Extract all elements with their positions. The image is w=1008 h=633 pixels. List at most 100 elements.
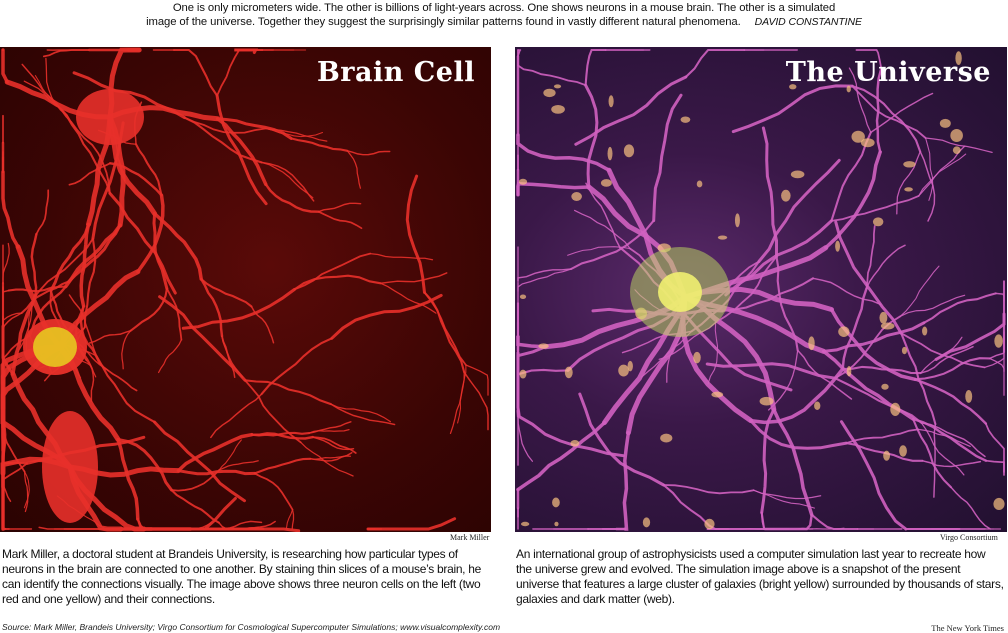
branch <box>918 145 966 197</box>
branch <box>79 222 91 308</box>
galaxy <box>955 51 962 65</box>
galaxy <box>570 440 580 447</box>
branch <box>757 158 841 263</box>
branch <box>23 471 30 509</box>
branch <box>293 274 382 291</box>
branch <box>760 408 776 515</box>
galaxy <box>734 213 740 228</box>
branch <box>517 64 587 87</box>
branch <box>760 511 790 530</box>
galaxy <box>600 179 612 187</box>
branch <box>183 116 263 164</box>
branch <box>830 195 920 222</box>
branch <box>950 486 992 530</box>
branch <box>870 92 934 134</box>
branch <box>153 420 246 503</box>
branch <box>200 277 253 308</box>
branch <box>731 84 854 134</box>
branch <box>865 244 906 290</box>
branch <box>924 137 993 154</box>
branch <box>851 85 922 153</box>
branch <box>829 307 917 382</box>
branch <box>995 292 1005 315</box>
branch <box>65 114 111 195</box>
galaxy <box>660 433 673 443</box>
branch <box>199 277 224 338</box>
galaxy <box>994 334 1003 348</box>
branch <box>181 287 296 330</box>
cosmic-web-illustration <box>516 48 1006 531</box>
branch <box>851 85 927 139</box>
branch <box>253 472 294 511</box>
branch <box>369 252 434 261</box>
branch <box>253 457 312 475</box>
branch <box>925 137 934 201</box>
branch <box>463 371 489 431</box>
branch <box>834 377 923 424</box>
branch <box>23 470 29 513</box>
universe-image: The Universe <box>515 47 1007 532</box>
branch <box>2 242 10 284</box>
galaxy <box>711 391 724 398</box>
galaxy <box>872 217 884 227</box>
galaxy <box>890 402 901 416</box>
branch <box>810 513 859 531</box>
universe-title: The Universe <box>785 57 991 88</box>
galaxy <box>627 360 633 372</box>
branch <box>158 295 247 382</box>
branch <box>380 282 437 314</box>
branch <box>812 277 882 306</box>
branch <box>215 116 268 187</box>
branch <box>121 330 132 370</box>
branch <box>405 174 426 294</box>
branch <box>317 202 362 213</box>
branch <box>423 291 466 374</box>
yellow-neuron-cell <box>33 327 77 367</box>
galaxy <box>519 369 527 379</box>
galaxy <box>881 383 889 390</box>
branch <box>834 220 903 335</box>
branch <box>449 371 465 435</box>
branch <box>983 331 1005 369</box>
brain-cell-image: Brain Cell <box>0 47 491 532</box>
galaxy <box>642 517 651 528</box>
branch <box>584 48 607 87</box>
galaxy <box>696 180 703 188</box>
branch <box>366 517 457 531</box>
branch <box>116 438 173 492</box>
branch <box>312 436 355 451</box>
branch <box>243 379 332 406</box>
branch <box>920 422 986 458</box>
galaxy <box>814 401 821 410</box>
neuron-cell-body <box>42 411 98 523</box>
branch <box>984 422 1005 476</box>
branch <box>309 455 352 460</box>
branch <box>573 209 631 250</box>
branch <box>570 219 655 271</box>
branch <box>260 337 333 395</box>
branch <box>330 293 443 340</box>
branch <box>317 210 363 230</box>
galaxy <box>939 118 951 128</box>
galaxy <box>704 518 715 530</box>
branch <box>20 280 70 315</box>
branch <box>83 237 97 329</box>
branch <box>775 255 799 352</box>
branch <box>264 183 320 213</box>
galaxy <box>552 497 560 508</box>
branch <box>767 349 799 411</box>
branch <box>753 489 816 509</box>
galaxy <box>879 311 888 324</box>
branch <box>2 462 28 512</box>
galaxy <box>571 192 582 201</box>
galaxy <box>851 130 865 143</box>
intro-line-1: One is only micrometers wide. The other … <box>172 2 836 14</box>
branch <box>516 420 607 492</box>
galaxy <box>903 161 916 168</box>
branch <box>108 191 177 295</box>
branch <box>912 417 952 489</box>
galaxy <box>883 450 891 461</box>
galaxy <box>808 336 815 351</box>
galaxy <box>543 88 556 98</box>
branch <box>157 339 183 374</box>
